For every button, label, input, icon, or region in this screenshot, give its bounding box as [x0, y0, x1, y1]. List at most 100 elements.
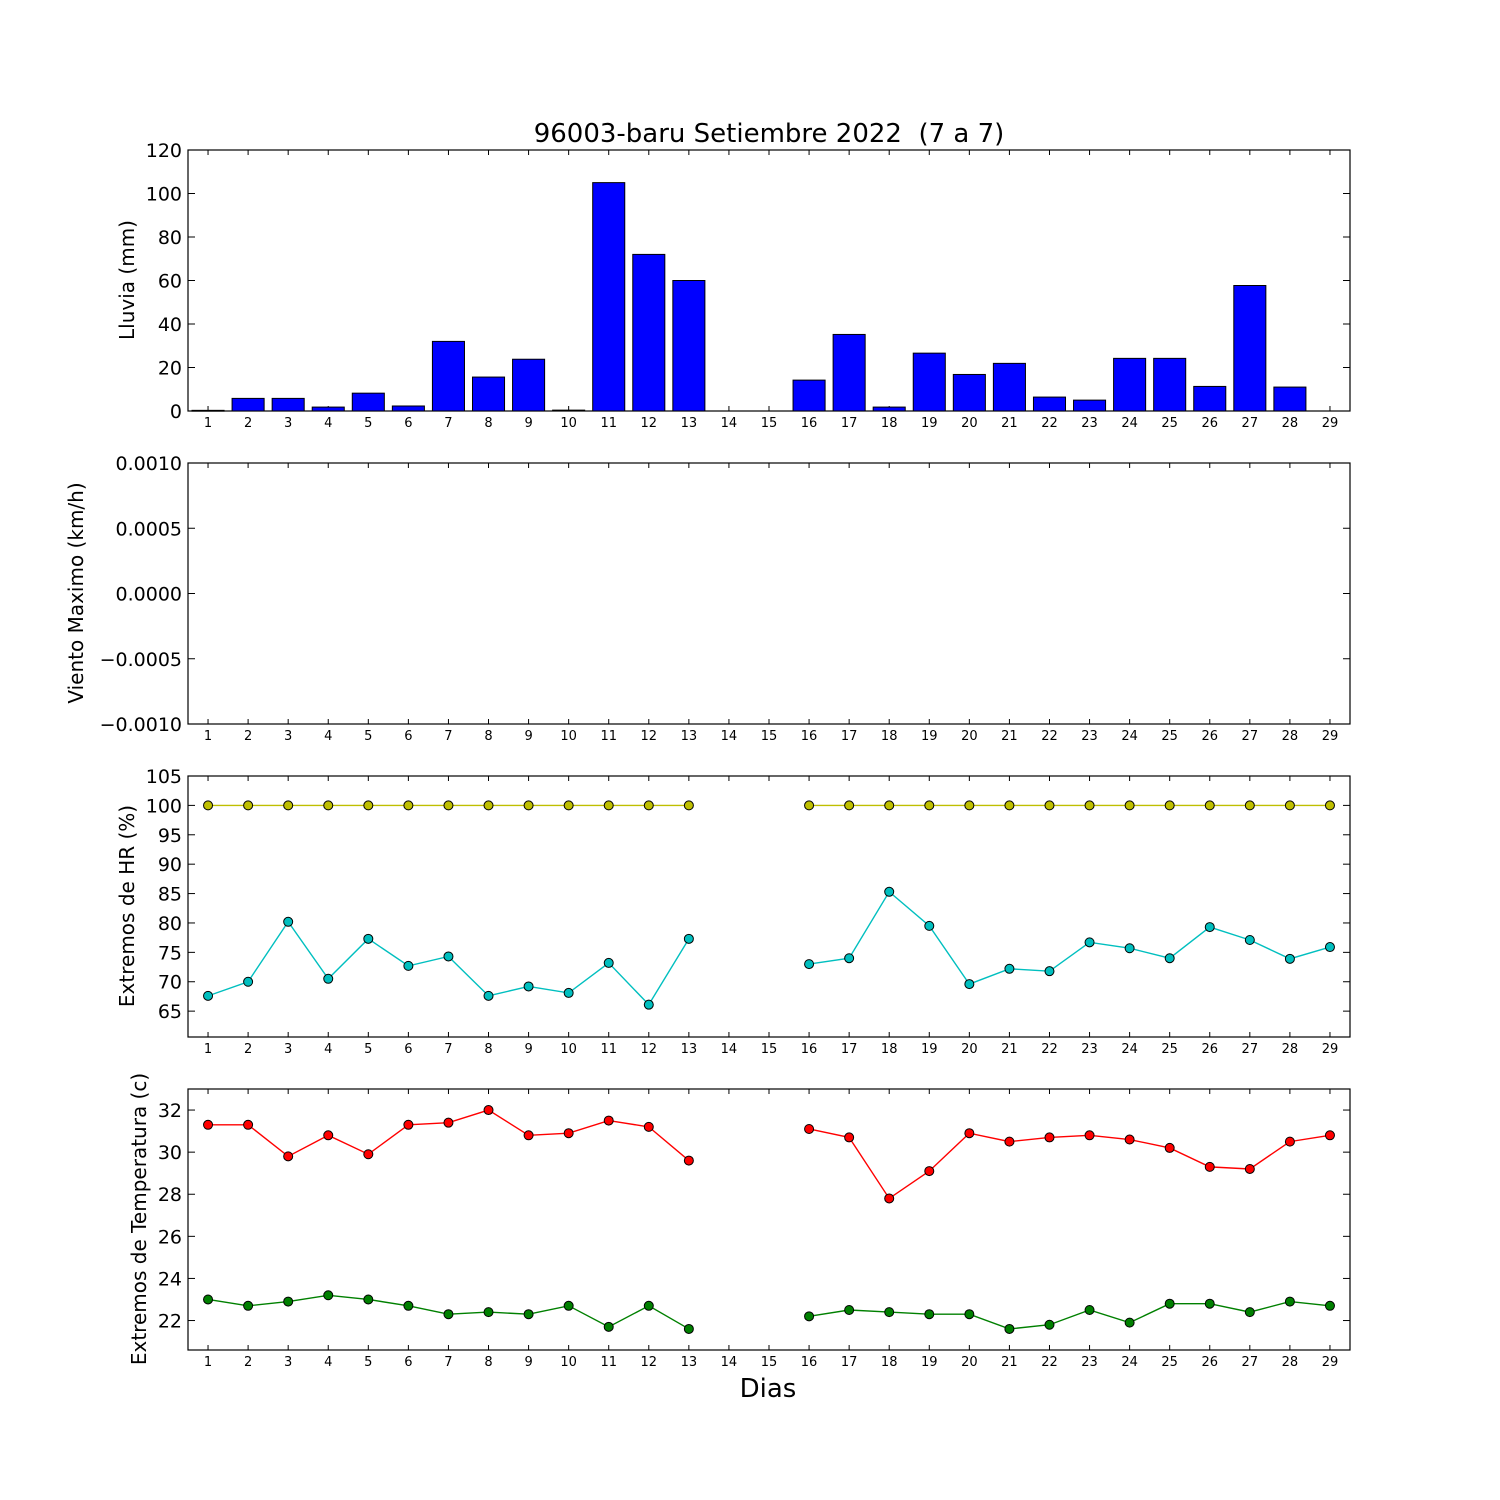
viento-x-tick-label: 16 [801, 729, 818, 744]
viento-x-tick-label: 22 [1041, 729, 1058, 744]
humedad-series-0-point [884, 800, 895, 811]
humedad-x-tick-label: 28 [1282, 1042, 1299, 1057]
lluvia-bar [231, 397, 265, 412]
humedad-series-1-point [924, 920, 935, 931]
viento-x-tick-label: 29 [1322, 729, 1339, 744]
temperatura-series-0-point [483, 1105, 494, 1116]
temperatura-series-0-point [844, 1132, 855, 1143]
viento-y-tick-label: −0.0005 [100, 649, 182, 671]
lluvia-x-tick-label: 24 [1121, 416, 1138, 431]
lluvia-x-tick-label: 28 [1282, 416, 1299, 431]
humedad-series-0-point [243, 800, 254, 811]
temperatura-series-0-point [1284, 1136, 1295, 1147]
temperatura-x-tick-label: 12 [641, 1355, 658, 1370]
humedad-x-tick-label: 1 [204, 1042, 212, 1057]
lluvia-bar [311, 406, 345, 412]
temperatura-series-1-point [1084, 1305, 1095, 1316]
lluvia-x-tick-label: 25 [1161, 416, 1178, 431]
lluvia-bar [952, 373, 986, 412]
lluvia-x-tick-label: 6 [404, 416, 412, 431]
lluvia-x-tick-label: 16 [801, 416, 818, 431]
humedad-y-tick-label: 65 [158, 1001, 182, 1023]
temperatura-series-0-point [1004, 1136, 1015, 1147]
viento-x-tick-label: 27 [1242, 729, 1259, 744]
lluvia-x-tick-label: 4 [324, 416, 332, 431]
temperatura-series-1-point [403, 1300, 414, 1311]
temperatura-x-tick-label: 4 [324, 1355, 332, 1370]
temperatura-x-tick-label: 1 [204, 1355, 212, 1370]
temperatura-series-1-point [443, 1309, 454, 1320]
lluvia-x-tick-label: 27 [1242, 416, 1259, 431]
lluvia-bar [431, 340, 465, 412]
lluvia-x-tick-label: 22 [1041, 416, 1058, 431]
temperatura-series-0-point [403, 1119, 414, 1130]
viento-x-tick-label: 10 [560, 729, 577, 744]
temperatura-x-tick-label: 13 [681, 1355, 698, 1370]
temperatura-x-tick-label: 27 [1242, 1355, 1259, 1370]
humedad-y-tick-label: 90 [158, 854, 182, 876]
temperatura-series-0-point [884, 1193, 895, 1204]
lluvia-bar [191, 409, 225, 412]
humedad-series-0-point [844, 800, 855, 811]
lluvia-x-tick-label: 23 [1081, 416, 1098, 431]
viento-x-tick-label: 14 [721, 729, 738, 744]
humedad-series-1-point [603, 957, 614, 968]
temperatura-series-1-point [884, 1307, 895, 1318]
humedad-series-1-point [203, 990, 214, 1001]
temperatura-series-1-point [283, 1296, 294, 1307]
lluvia-y-tick-label: 0 [170, 401, 182, 423]
lluvia-x-tick-label: 8 [484, 416, 492, 431]
lluvia-x-tick-label: 1 [204, 416, 212, 431]
lluvia-x-tick-label: 11 [600, 416, 617, 431]
humedad-y-tick-label: 70 [158, 972, 182, 994]
temperatura-x-tick-label: 18 [881, 1355, 898, 1370]
temperatura-x-tick-label: 7 [444, 1355, 452, 1370]
temperatura-series-0-point [683, 1155, 694, 1166]
temperatura-x-tick-label: 3 [284, 1355, 292, 1370]
lluvia-y-tick-label: 120 [146, 140, 182, 162]
humedad-series-1-point [1044, 966, 1055, 977]
temperatura-x-tick-label: 20 [961, 1355, 978, 1370]
temperatura-y-tick-label: 30 [158, 1142, 182, 1164]
humedad-series-1-point [1244, 935, 1255, 946]
humedad-series-0-point [363, 800, 374, 811]
lluvia-y-tick-label: 40 [158, 314, 182, 336]
chart-title: 96003-baru Setiembre 2022 (7 a 7) [534, 119, 1005, 149]
humedad-x-tick-label: 11 [600, 1042, 617, 1057]
humedad-x-tick-label: 24 [1121, 1042, 1138, 1057]
temperatura-x-tick-label: 21 [1001, 1355, 1018, 1370]
panel-lluvia: Lluvia (mm) 1 2 3 4 5 6 7 8 9 10 11 12 13 14 15 16 17 18 1… [115, 140, 1351, 431]
temperatura-series-0-point [323, 1130, 334, 1141]
lluvia-bar [552, 409, 586, 412]
viento-x-tick-label: 6 [404, 729, 412, 744]
temperatura-x-tick-label: 17 [841, 1355, 858, 1370]
humedad-series-1-point [884, 886, 895, 897]
viento-x-tick-label: 17 [841, 729, 858, 744]
humedad-y-tick-label: 80 [158, 913, 182, 935]
temperatura-series-0-point [363, 1149, 374, 1160]
temperatura-x-tick-label: 9 [524, 1355, 532, 1370]
lluvia-y-tick-label: 20 [158, 358, 182, 380]
temperatura-x-tick-label: 23 [1081, 1355, 1098, 1370]
temperatura-series-0-point [924, 1166, 935, 1177]
humedad-series-0-point [804, 800, 815, 811]
viento-x-tick-label: 19 [921, 729, 938, 744]
temperatura-series-0-point [443, 1117, 454, 1128]
temperatura-x-tick-label: 14 [721, 1355, 738, 1370]
viento-x-tick-label: 21 [1001, 729, 1018, 744]
lluvia-x-tick-label: 3 [284, 416, 292, 431]
viento-x-tick-label: 24 [1121, 729, 1138, 744]
temperatura-x-tick-label: 28 [1282, 1355, 1299, 1370]
lluvia-x-tick-label: 7 [444, 416, 452, 431]
temperatura-series-0-point [1244, 1163, 1255, 1174]
lluvia-x-tick-label: 17 [841, 416, 858, 431]
temperatura-series-0-point [1204, 1161, 1215, 1172]
temperatura-series-1-point [243, 1300, 254, 1311]
humedad-y-tick-label: 75 [158, 942, 182, 964]
ylabel-temperatura: Extremos de Temperatura (c) [127, 1073, 151, 1365]
temperatura-series-0-point [804, 1123, 815, 1134]
temperatura-series-1-point [363, 1294, 374, 1305]
temperatura-series-1-point [1044, 1319, 1055, 1330]
humedad-series-0-point [1084, 800, 1095, 811]
